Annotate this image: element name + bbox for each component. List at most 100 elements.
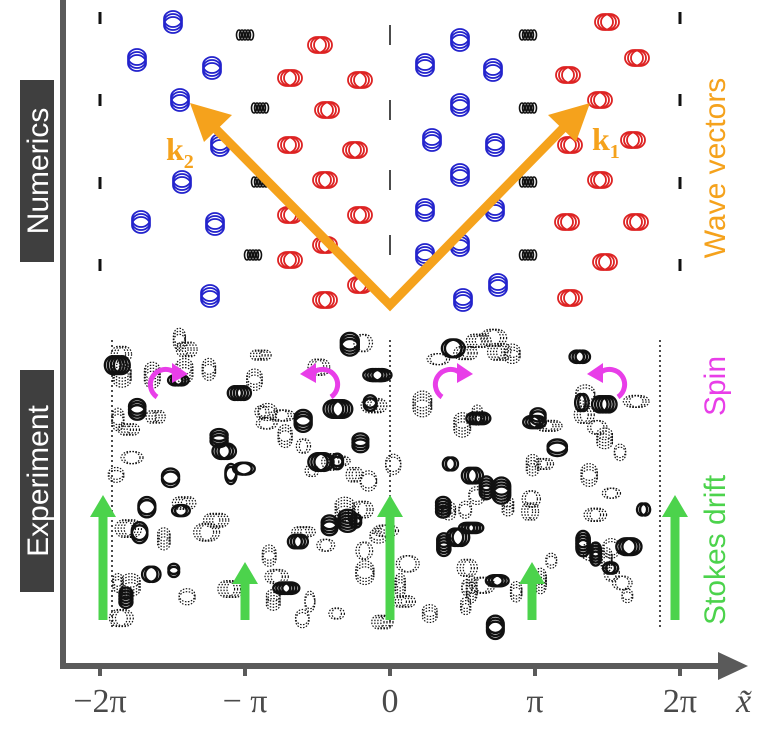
experiment-trajectory xyxy=(137,495,157,519)
experiment-trajectory xyxy=(348,512,363,529)
experiment-trajectory xyxy=(583,507,608,523)
experiment-trajectory xyxy=(201,357,217,381)
experiment-trajectory xyxy=(307,451,335,473)
experiment-trajectory xyxy=(453,345,478,361)
experiment-trajectory xyxy=(353,333,374,353)
red-orbit xyxy=(557,289,583,307)
experiment-trajectory xyxy=(615,537,643,557)
spin-arrow-icon xyxy=(587,363,628,400)
experiment-label: Experiment xyxy=(20,370,55,592)
experiment-trajectory xyxy=(568,349,592,365)
experiment-trajectory xyxy=(249,349,272,361)
experiment-trajectory xyxy=(360,397,388,414)
red-orbit xyxy=(623,213,649,231)
experiment-trajectory xyxy=(156,527,171,551)
experiment-trajectory xyxy=(202,512,230,528)
experiment-trajectory xyxy=(525,453,540,477)
red-orbit xyxy=(347,71,373,89)
experiment-trajectory xyxy=(458,500,473,519)
red-orbit xyxy=(554,213,580,231)
blue-orbit xyxy=(485,133,505,157)
experiment-trajectory xyxy=(107,466,125,483)
experiment-trajectory xyxy=(622,394,650,409)
spin-arrow-icon xyxy=(432,363,473,400)
experiment-trajectory xyxy=(304,464,320,478)
red-orbit xyxy=(587,171,613,189)
blue-orbit xyxy=(422,128,442,152)
blue-orbit xyxy=(415,198,435,222)
blue-orbit xyxy=(450,163,470,187)
red-orbit xyxy=(277,69,303,87)
blue-orbit xyxy=(450,28,470,52)
experiment-trajectory xyxy=(351,432,370,454)
experiment-trajectory xyxy=(108,608,134,628)
red-orbit xyxy=(592,253,618,271)
experiment-trajectory xyxy=(145,410,166,424)
blue-orbit xyxy=(172,170,192,194)
experiment-trajectory xyxy=(613,443,627,462)
experiment-trajectory xyxy=(112,572,124,593)
experiment-trajectory xyxy=(589,541,603,567)
experiment-trajectory xyxy=(521,502,540,521)
blue-orbit xyxy=(170,88,190,112)
experiment-trajectory xyxy=(394,572,406,598)
experiment-trajectory xyxy=(457,521,485,535)
experiment-trajectory xyxy=(468,486,486,506)
red-orbit xyxy=(624,49,650,67)
svg-text:Experiment: Experiment xyxy=(22,404,55,556)
blue-orbit xyxy=(483,58,503,82)
experiment-trajectory xyxy=(172,327,187,351)
experiment-trajectory xyxy=(170,503,191,518)
experiment-trajectory xyxy=(601,487,622,499)
k2-label: k2 xyxy=(166,131,194,173)
experiment-trajectory xyxy=(371,614,394,630)
x-tick-label: − π xyxy=(223,683,268,720)
black-orbit xyxy=(235,29,255,41)
experiment-trajectory xyxy=(491,476,512,505)
experiment-trajectory xyxy=(590,395,618,414)
experiment-trajectory xyxy=(320,514,339,537)
experiment-trajectory xyxy=(167,562,181,579)
experiment-trajectory xyxy=(395,555,420,573)
k2-arrowhead xyxy=(190,103,232,142)
experiment-trajectory xyxy=(355,541,374,561)
experiment-trajectory xyxy=(193,522,221,542)
x-tick-label: 2π xyxy=(663,683,697,720)
experiment-trajectory xyxy=(120,573,141,597)
blue-orbit xyxy=(200,284,220,308)
up-arrow-icon xyxy=(232,562,258,620)
up-arrow-icon xyxy=(90,495,116,620)
experiment-trajectory xyxy=(434,495,452,519)
legend-wave-vectors: Wave vectors xyxy=(699,78,732,259)
black-orbit xyxy=(518,102,538,114)
numerics-label: Numerics xyxy=(20,80,55,262)
experiment-trajectory xyxy=(545,552,558,569)
red-orbit xyxy=(347,206,373,224)
experiment-trajectory xyxy=(254,405,270,419)
experiment-trajectory xyxy=(596,427,614,450)
wave-vectors: k1 k2 xyxy=(166,103,620,312)
experiment-trajectory xyxy=(178,588,196,606)
experiment-trajectory xyxy=(456,558,478,578)
up-arrow-icon xyxy=(377,495,403,620)
experiment-trajectory xyxy=(465,333,492,349)
red-orbit xyxy=(277,136,303,154)
x-tick-label: −2π xyxy=(73,683,126,720)
black-orbit xyxy=(518,29,538,41)
red-orbit xyxy=(312,171,338,189)
k1-label: k1 xyxy=(592,121,620,163)
experiment-trajectory xyxy=(621,588,634,604)
experiment-trajectory xyxy=(460,466,485,485)
experiment-trajectory xyxy=(573,392,590,413)
experiment-trajectory xyxy=(294,608,310,629)
experiment-trajectory xyxy=(112,362,132,388)
svg-text:Numerics: Numerics xyxy=(22,108,55,235)
experiment-trajectory xyxy=(421,604,438,624)
experiment-trajectory xyxy=(160,467,181,489)
black-orbit xyxy=(518,249,538,261)
red-orbit xyxy=(314,101,340,119)
red-orbit xyxy=(620,131,646,149)
experiment-trajectory xyxy=(175,341,198,358)
experiment-trajectory xyxy=(111,407,125,432)
